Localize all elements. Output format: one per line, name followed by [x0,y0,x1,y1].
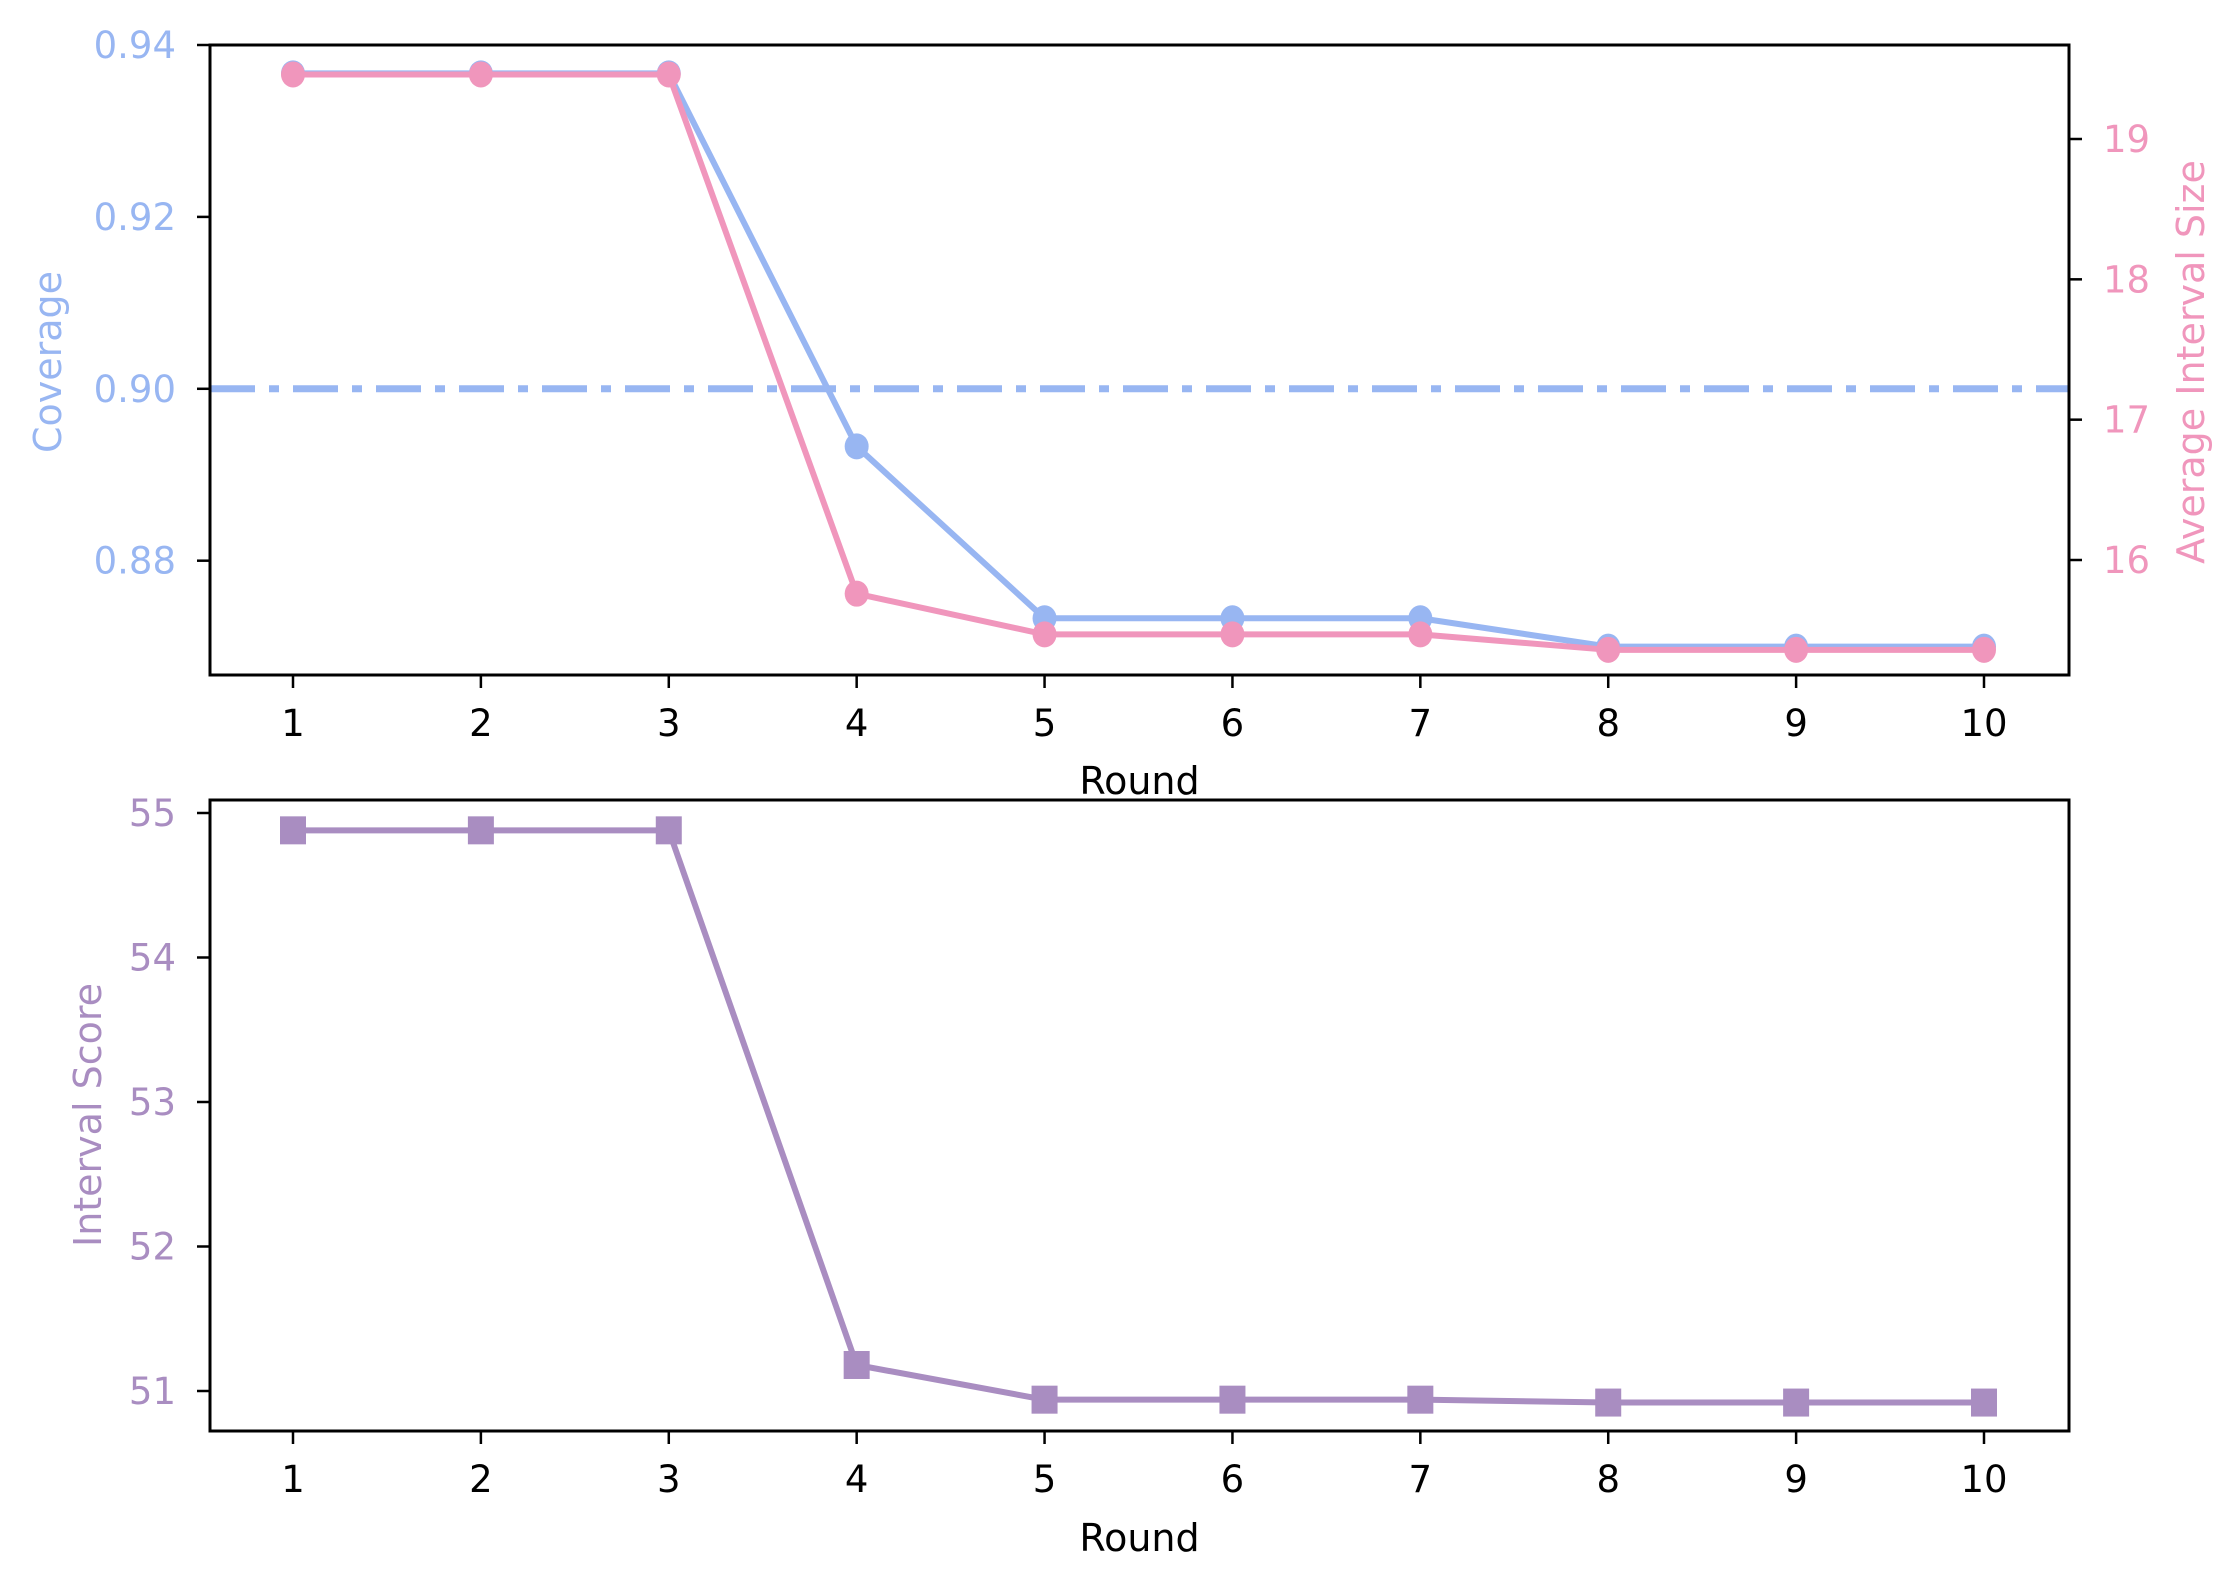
y-left-tick-label: 0.88 [94,540,176,583]
y-left-axis-label: Coverage [26,271,70,453]
bottom-panel [197,798,2071,1444]
x-axis-label: Round [1079,1516,1199,1560]
data-point-marker [281,61,305,88]
x-tick-label: 6 [1221,1458,1245,1501]
y-right-tick-label: 18 [2103,258,2150,301]
data-point-marker [1220,621,1245,648]
x-tick-label: 8 [1596,1458,1620,1501]
y-left-tick-label: 0.92 [94,196,176,239]
coverage-series [281,60,1996,660]
data-point-marker [1219,1385,1246,1414]
x-tick-label: 8 [1596,702,1620,745]
data-point-marker [843,1350,870,1379]
data-point-marker [1595,1388,1622,1417]
x-tick-label: 6 [1221,702,1245,745]
y-right-axis-label: Average Interval Size [2169,160,2213,564]
x-tick-label: 5 [1033,1458,1057,1501]
y-tick-label: 54 [129,937,176,980]
data-point-marker [467,816,494,845]
y-left-tick-label: 0.90 [94,368,176,411]
x-tick-label: 1 [281,702,305,745]
data-point-marker [1408,621,1433,648]
x-tick-label: 2 [469,1458,493,1501]
bottom-plot-frame [208,798,2071,1433]
x-tick-label: 5 [1033,702,1057,745]
average-interval-size-series [281,61,1996,663]
x-tick-label: 10 [1960,1458,2007,1501]
y-tick-label: 53 [129,1081,176,1124]
y-left-tick-label: 0.94 [94,24,176,67]
x-tick-label: 9 [1784,1458,1808,1501]
interval-score-series [280,816,1997,1417]
x-tick-label: 3 [657,1458,681,1501]
data-point-marker [468,61,493,88]
y-right-tick-label: 17 [2103,399,2150,442]
data-point-marker [844,580,869,607]
top-plot-frame [208,43,2071,677]
data-point-marker [1971,1388,1997,1417]
data-point-marker [656,61,681,88]
top-panel [197,43,2082,688]
data-point-marker [1032,621,1057,648]
y-right-tick-label: 19 [2103,118,2150,161]
data-point-marker [1783,1388,1810,1417]
x-tick-label: 9 [1784,702,1808,745]
x-tick-label: 4 [845,1458,869,1501]
x-tick-label: 2 [469,702,493,745]
data-point-marker [655,816,682,845]
x-tick-label: 1 [281,1458,305,1501]
x-tick-label: 7 [1409,702,1433,745]
data-point-marker [1972,636,1996,663]
x-tick-label: 10 [1960,702,2007,745]
y-tick-label: 51 [129,1370,176,1413]
x-axis-label: Round [1079,759,1199,803]
data-point-marker [1784,636,1809,663]
x-tick-label: 4 [845,702,869,745]
x-tick-label: 7 [1409,1458,1433,1501]
data-point-marker [1596,636,1621,663]
y-axis-label: Interval Score [66,983,110,1247]
data-point-marker [280,816,306,845]
x-tick-label: 3 [657,702,681,745]
y-tick-label: 52 [129,1226,176,1269]
y-tick-label: 55 [129,792,176,835]
y-right-tick-label: 16 [2103,539,2150,582]
data-point-marker [1407,1385,1434,1414]
data-point-marker [1031,1385,1058,1414]
data-point-marker [844,433,869,460]
